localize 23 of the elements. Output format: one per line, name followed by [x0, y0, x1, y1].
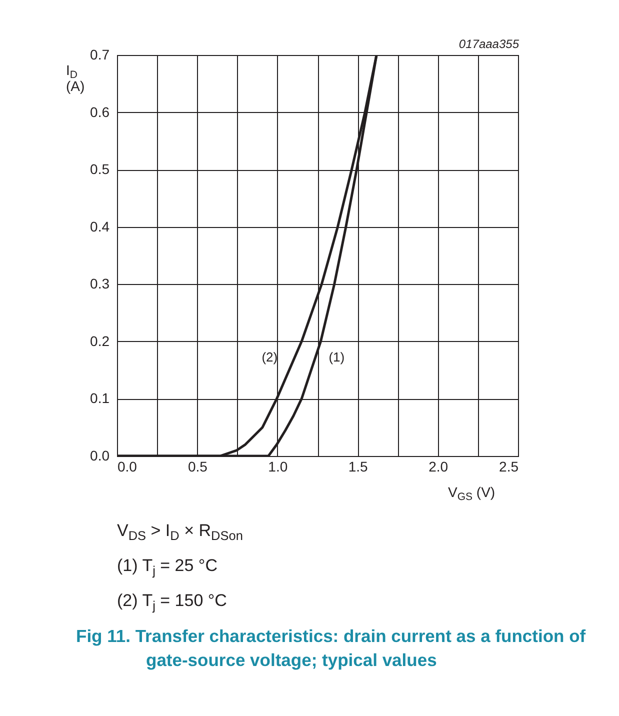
y-tick-label: 0.3 — [90, 276, 110, 292]
x-tick-label: 1.0 — [268, 458, 288, 474]
y-tick-label: 0.0 — [90, 448, 110, 464]
text: Fig 11. Transfer characteristics: drain current as a function of gate-source voltage; typical values — [76, 625, 587, 672]
text: (2) T$_{j}$ = 150 °C — [117, 591, 227, 613]
y-tick-label: 0.1 — [90, 390, 110, 406]
series-label: (2) — [262, 349, 278, 364]
y-tick-label: 0.7 — [90, 46, 110, 62]
x-tick-label: 2.0 — [428, 458, 448, 474]
x-tick-label: 2.5 — [499, 458, 519, 474]
y-tick-label: 0.6 — [90, 104, 110, 120]
y-tick-label: 0.5 — [90, 161, 110, 178]
x-tick-label: 0.5 — [188, 458, 208, 474]
y-axis-title: I$_{D}$ (A) — [66, 62, 85, 94]
x-axis-title: V$_{GS}$ (V) — [448, 484, 496, 504]
text: 017aaa355 — [458, 37, 519, 51]
y-tick-label: 0.4 — [90, 218, 110, 234]
x-tick-label: 0.0 — [118, 458, 138, 474]
x-tick-label: 1.5 — [348, 458, 368, 474]
series-label: (1) — [328, 349, 345, 364]
text: (1) T$_{j}$ = 25 °C — [117, 556, 218, 578]
text: V$_{DS}$ > I$_{D}$ × R$_{DSon}$ — [117, 521, 243, 543]
y-tick-label: 0.2 — [90, 332, 110, 349]
